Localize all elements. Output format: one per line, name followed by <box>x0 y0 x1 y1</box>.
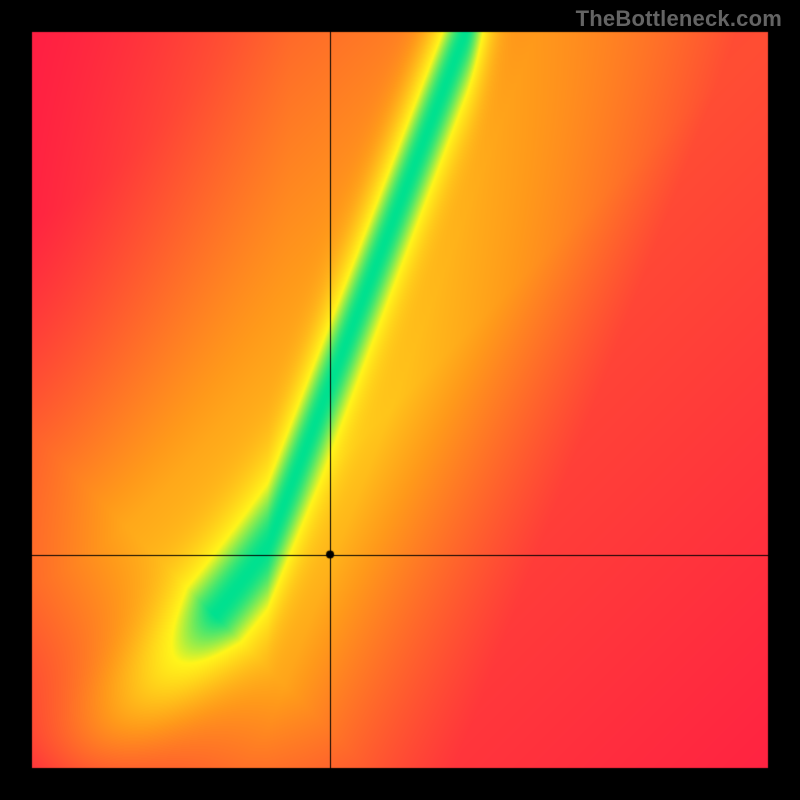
chart-container: TheBottleneck.com <box>0 0 800 800</box>
bottleneck-heatmap-canvas <box>0 0 800 800</box>
watermark-text: TheBottleneck.com <box>576 6 782 32</box>
